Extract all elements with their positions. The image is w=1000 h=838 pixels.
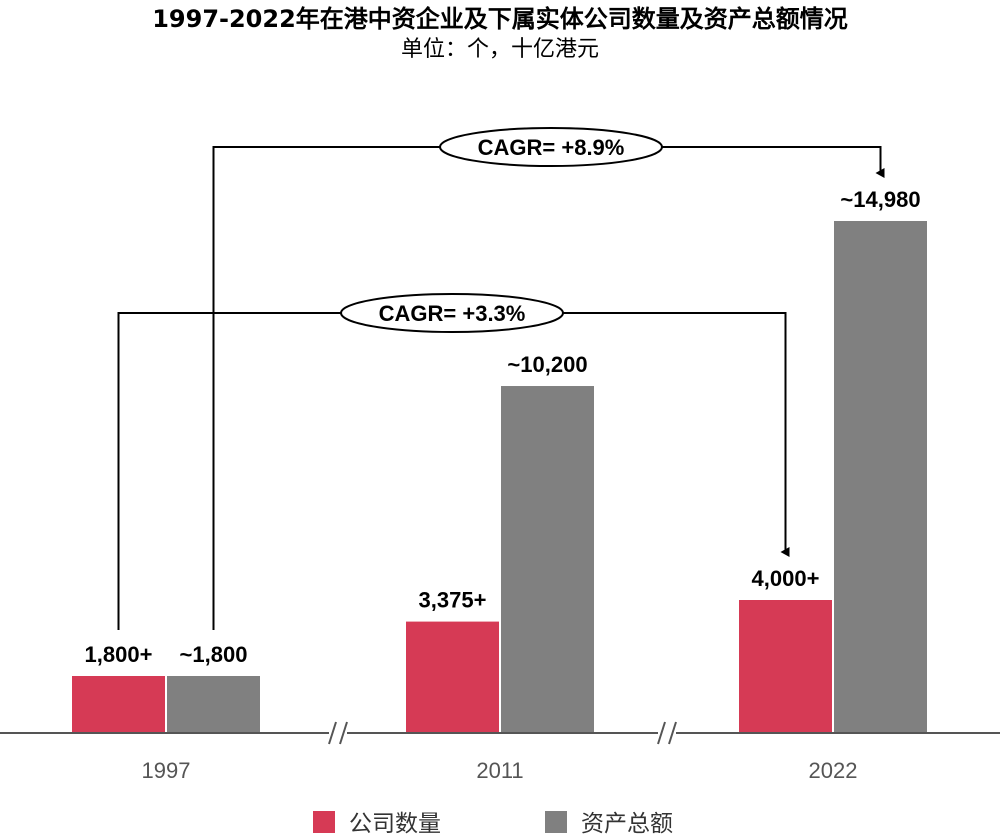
cagr-oval: [340, 293, 564, 333]
bar-company-count-2022: [739, 600, 832, 733]
legend-swatch: [313, 811, 335, 833]
cagr-label: CAGR= +8.9%: [478, 135, 625, 160]
bar-total-assets-2022: [834, 221, 927, 733]
bar-total-assets-2011: [501, 386, 594, 733]
x-tick-label-2011: 2011: [476, 758, 523, 783]
x-tick-label-1997: 1997: [142, 758, 191, 783]
cagr-connector-company-count: CAGR= +3.3%: [117, 293, 790, 630]
chart-subtitle: 单位：个，十亿港元: [400, 37, 599, 62]
chart-title: 1997-2022年在港中资企业及下属实体公司数量及资产总额情况: [152, 5, 848, 33]
cagr-connector-total-assets: CAGR= +8.9%: [212, 127, 885, 630]
legend-label: 资产总额: [581, 811, 673, 837]
bar-company-count-1997: [72, 676, 165, 733]
legend-swatch: [545, 811, 567, 833]
bar-total-assets-1997: [167, 676, 260, 733]
cagr-label: CAGR= +3.3%: [379, 301, 526, 326]
cagr-oval: [439, 127, 663, 167]
data-label-total-assets-2022: ~14,980: [840, 187, 920, 212]
data-label-total-assets-2011: ~10,200: [507, 352, 587, 377]
legend-item-total-assets: 资产总额: [545, 811, 673, 837]
legend-label: 公司数量: [349, 811, 441, 837]
data-label-company-count-2011: 3,375+: [419, 588, 487, 613]
data-label-total-assets-1997: ~1,800: [180, 642, 248, 667]
axis-break-mark: [657, 721, 677, 745]
axis-break-mark: [328, 721, 348, 745]
data-label-company-count-2022: 4,000+: [752, 566, 820, 591]
bar-company-count-2011: [406, 621, 499, 733]
data-label-company-count-1997: 1,800+: [85, 642, 153, 667]
legend-item-company-count: 公司数量: [313, 811, 441, 837]
x-tick-label-2022: 2022: [809, 758, 858, 783]
